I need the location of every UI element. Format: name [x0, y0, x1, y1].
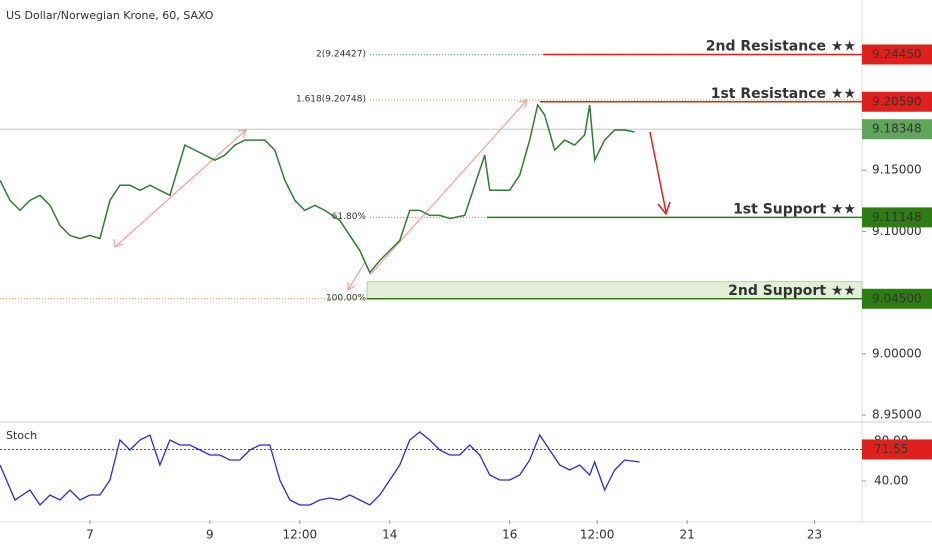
price-line	[0, 103, 635, 274]
x-tick-label: 7	[86, 528, 94, 542]
level-name: 2nd Support ★★	[728, 283, 856, 299]
level-tag	[862, 207, 932, 228]
level-price-label: 9.11148	[872, 210, 922, 224]
stoch-level-tag	[862, 439, 932, 460]
level-tag	[862, 288, 932, 309]
level-price-label: 9.24450	[872, 47, 922, 61]
x-tick-label: 21	[679, 528, 694, 542]
fib-label: 100.00%	[326, 293, 366, 303]
x-tick-label: 14	[382, 528, 397, 542]
y-tick-label: 9.10000	[872, 224, 922, 238]
stoch-level-label: 71.55	[874, 442, 908, 456]
stoch-line	[0, 431, 640, 507]
chart-title: US Dollar/Norwegian Krone, 60, SAXO	[6, 9, 214, 22]
current-price-tag	[862, 119, 932, 140]
level-price-label: 9.20590	[872, 94, 922, 108]
y-tick-label: 9.00000	[872, 346, 922, 360]
level-name: 2nd Resistance ★★	[706, 38, 856, 54]
x-tick-label: 16	[502, 528, 517, 542]
stoch-tick-label: 40.00	[874, 474, 908, 488]
level-tag	[862, 44, 932, 65]
x-tick-label: 12:00	[283, 528, 318, 542]
y-tick-label: 8.95000	[872, 408, 922, 422]
fib-label: 2(9.24427)	[316, 49, 366, 59]
x-tick-label: 9	[206, 528, 214, 542]
fib-label: 1.618(9.20748)	[296, 94, 366, 104]
y-tick-label: 9.15000	[872, 163, 922, 177]
x-tick-label: 23	[807, 528, 822, 542]
level-tag	[862, 91, 932, 112]
level-price-label: 9.04500	[872, 291, 922, 305]
forecast-arrow	[649, 131, 671, 216]
level-name: 1st Resistance ★★	[711, 86, 856, 102]
stoch-title: Stoch	[6, 429, 37, 442]
level-name: 1st Support ★★	[733, 201, 856, 217]
fib-label: 61.80%	[332, 212, 367, 222]
current-price-label: 9.18348	[872, 122, 922, 136]
x-tick-label: 12:00	[580, 528, 615, 542]
